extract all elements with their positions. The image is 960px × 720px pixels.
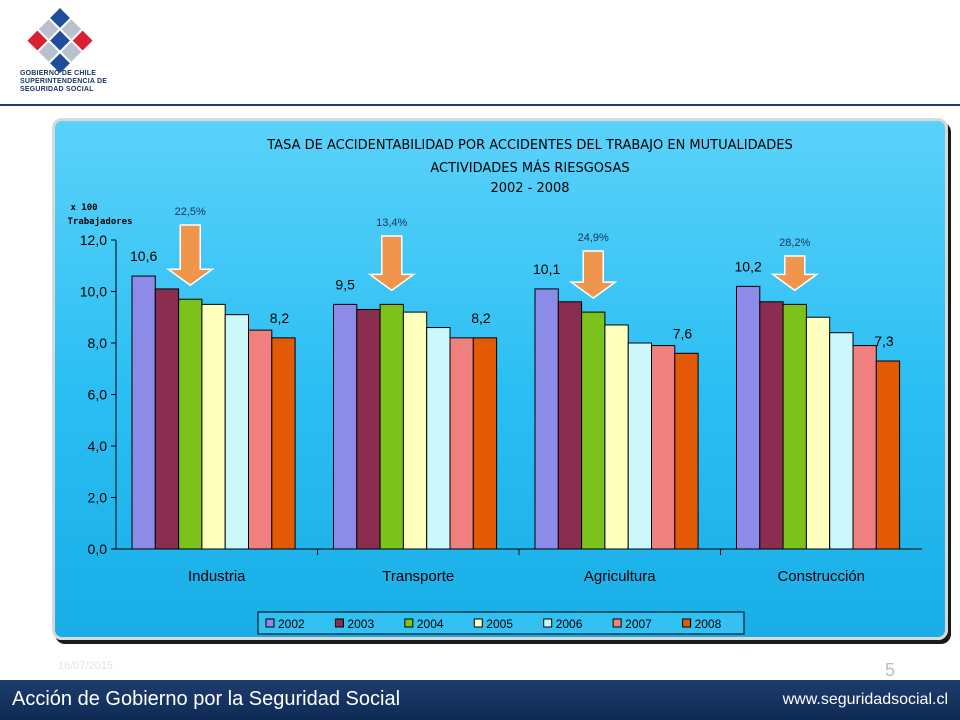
reduction-label: 22,5% (175, 206, 206, 218)
reduction-label: 24,9% (578, 232, 609, 244)
bar (248, 329, 273, 550)
reduction-label: 13,4% (376, 217, 407, 229)
down-arrow-icon (770, 255, 820, 292)
bar (224, 314, 249, 550)
category-label: Transporte (382, 568, 454, 585)
y-unit-line-2: Trabajadores (67, 216, 132, 227)
bar (674, 352, 699, 550)
down-arrow-icon (367, 235, 417, 292)
y-tick-label: 8,0 (88, 335, 108, 351)
legend-swatch (682, 618, 692, 628)
data-label: 9,5 (335, 276, 355, 292)
data-label: 7,6 (673, 325, 693, 341)
data-label: 8,2 (270, 310, 290, 326)
y-tick-label: 2,0 (88, 490, 108, 506)
header-divider (0, 104, 960, 106)
y-unit-line-1: x 100 (70, 203, 97, 213)
bar (201, 303, 226, 550)
bar (604, 324, 629, 550)
bar (627, 342, 653, 550)
bar (356, 309, 381, 550)
footer-website[interactable]: www.seguridadsocial.cl (782, 691, 948, 708)
legend-swatch (473, 618, 483, 628)
chart-title-line-1: TASA DE ACCIDENTABILIDAD POR ACCIDENTES … (266, 138, 792, 153)
legend-label: 2008 (695, 617, 722, 631)
bar (426, 327, 451, 550)
legend-label: 2007 (625, 617, 652, 631)
legend-label: 2002 (278, 617, 305, 631)
bar (402, 311, 428, 550)
y-tick-label: 12,0 (80, 232, 107, 248)
logo-text: GOBIERNO DE CHILE SUPERINTENDENCIA DE SE… (20, 70, 108, 93)
page-number: 5 (885, 660, 896, 680)
bar (759, 301, 784, 550)
bar (651, 345, 676, 550)
data-label: 10,6 (130, 248, 157, 264)
bar (875, 360, 901, 550)
bar (805, 316, 831, 550)
plot-area: 0,0 2,0 4,0 6,0 8,0 10,0 12,0 Industria 10,6 8,2 2… (80, 206, 922, 585)
chart-title-line-2: ACTIVIDADES MÁS RIESGOSAS (430, 160, 629, 176)
bar (131, 275, 156, 550)
bar (736, 285, 761, 550)
bar (271, 337, 296, 550)
legend-swatch (265, 618, 275, 628)
bar (581, 311, 606, 550)
legend-swatch (334, 618, 344, 628)
footer-bar: Acción de Gobierno por la Seguridad Soci… (0, 680, 960, 720)
y-tick-label: 6,0 (88, 387, 108, 403)
category-label: Agricultura (584, 568, 656, 585)
bar (379, 303, 404, 550)
slide-date: 16/07/2015 (58, 660, 114, 672)
data-label: 10,1 (533, 261, 560, 277)
government-logo (27, 8, 93, 74)
legend-label: 2006 (556, 617, 583, 631)
bar (852, 345, 877, 550)
category-label: Industria (188, 568, 246, 585)
reduction-label: 28,2% (779, 237, 810, 249)
bar (154, 288, 180, 550)
data-label: 8,2 (471, 310, 491, 326)
down-arrow-icon (165, 224, 215, 287)
bar (178, 298, 203, 550)
legend-swatch (612, 618, 622, 628)
legend-swatch (543, 618, 553, 628)
legend-box (257, 611, 745, 635)
y-tick-label: 0,0 (88, 541, 108, 557)
bar (472, 337, 498, 550)
y-tick-label: 10,0 (80, 284, 107, 300)
legend-label: 2004 (417, 617, 444, 631)
bar (829, 332, 854, 550)
bar (557, 301, 583, 550)
bar (782, 303, 807, 550)
bar (449, 337, 474, 550)
chart-title-line-3: 2002 - 2008 (490, 181, 569, 196)
legend-label: 2005 (486, 617, 513, 631)
legend-swatch (404, 618, 414, 628)
down-arrow-icon (568, 250, 618, 300)
bar (333, 303, 358, 550)
bar (534, 288, 559, 550)
y-tick-label: 4,0 (88, 438, 108, 454)
footer-slogan: Acción de Gobierno por la Seguridad Soci… (12, 688, 401, 710)
data-label: 10,2 (735, 258, 762, 274)
legend: 2002 2003 2004 2005 2006 2007 2008 (257, 611, 745, 635)
data-label: 7,3 (874, 333, 894, 349)
category-label: Construcción (777, 568, 865, 585)
legend-label: 2003 (347, 617, 374, 631)
